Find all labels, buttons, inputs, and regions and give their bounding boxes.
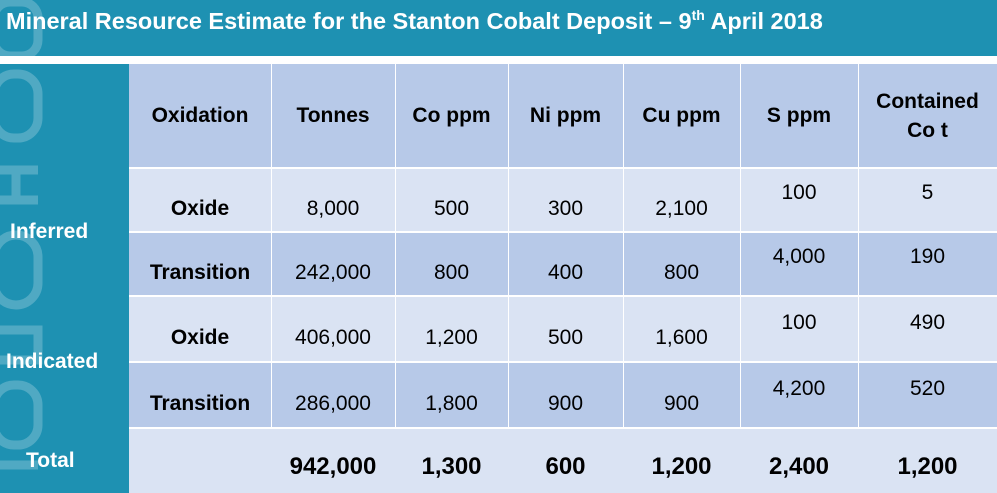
header-tonnes: Tonnes — [271, 64, 395, 168]
total-cell-s-ppm: 2,400 — [740, 428, 858, 493]
table-cell-contained-co: 190 — [858, 232, 997, 296]
column-divider — [395, 64, 396, 428]
table-cell-ni-ppm: 300 — [508, 168, 623, 232]
total-cell-contained-co: 1,200 — [858, 428, 997, 493]
table-cell-ni-ppm: 500 — [508, 296, 623, 362]
column-divider — [623, 64, 624, 428]
header-co-ppm: Co ppm — [395, 64, 508, 168]
total-cell-tonnes: 942,000 — [271, 428, 395, 493]
table-cell-tonnes: 242,000 — [271, 232, 395, 296]
table-cell-tonnes: 8,000 — [271, 168, 395, 232]
total-cell-ni-ppm: 600 — [508, 428, 623, 493]
header-s-ppm: S ppm — [740, 64, 858, 168]
table-cell-contained-co: 490 — [858, 296, 997, 362]
table-cell-co-ppm: 1,200 — [395, 296, 508, 362]
table-cell-oxidation: Oxide — [129, 296, 271, 362]
table-cell-s-ppm: 100 — [740, 296, 858, 362]
table-cell-ni-ppm: 400 — [508, 232, 623, 296]
row-divider — [129, 231, 997, 233]
page-title: Mineral Resource Estimate for the Stanto… — [6, 7, 823, 34]
row-divider — [129, 361, 997, 363]
table-cell-s-ppm: 4,000 — [740, 232, 858, 296]
table-cell-s-ppm: 4,200 — [740, 362, 858, 428]
table-cell-cu-ppm: 900 — [623, 362, 740, 428]
header-oxidation: Oxidation — [129, 64, 271, 168]
header-cu-ppm: Cu ppm — [623, 64, 740, 168]
column-divider — [858, 64, 859, 428]
table-cell-cu-ppm: 1,600 — [623, 296, 740, 362]
table-cell-tonnes: 286,000 — [271, 362, 395, 428]
table-cell-co-ppm: 500 — [395, 168, 508, 232]
table-cell-s-ppm: 100 — [740, 168, 858, 232]
row-divider — [129, 167, 997, 169]
row-divider — [129, 295, 997, 297]
table-cell-contained-co: 5 — [858, 168, 997, 232]
table-cell-cu-ppm: 2,100 — [623, 168, 740, 232]
column-divider — [271, 64, 272, 428]
sidebar-header-cell — [0, 64, 129, 168]
table-cell-oxidation: Transition — [129, 232, 271, 296]
header-ni-ppm: Ni ppm — [508, 64, 623, 168]
table-cell-contained-co: 520 — [858, 362, 997, 428]
column-divider — [508, 64, 509, 428]
total-cell-cu-ppm: 1,200 — [623, 428, 740, 493]
table-cell-tonnes: 406,000 — [271, 296, 395, 362]
table-cell-oxidation: Transition — [129, 362, 271, 428]
table-cell-co-ppm: 1,800 — [395, 362, 508, 428]
table-cell-oxidation: Oxide — [129, 168, 271, 232]
total-cell-oxidation — [129, 428, 271, 493]
table-cell-co-ppm: 800 — [395, 232, 508, 296]
group-label-inferred: Inferred — [0, 168, 139, 296]
row-divider — [129, 427, 997, 429]
table-cell-cu-ppm: 800 — [623, 232, 740, 296]
total-cell-co-ppm: 1,300 — [395, 428, 508, 493]
group-label-indicated: Indicated — [0, 296, 135, 428]
header-contained-co: Contained Co t — [858, 64, 997, 168]
title-bar: Mineral Resource Estimate for the Stanto… — [0, 0, 997, 56]
table-cell-ni-ppm: 900 — [508, 362, 623, 428]
column-divider — [740, 64, 741, 428]
